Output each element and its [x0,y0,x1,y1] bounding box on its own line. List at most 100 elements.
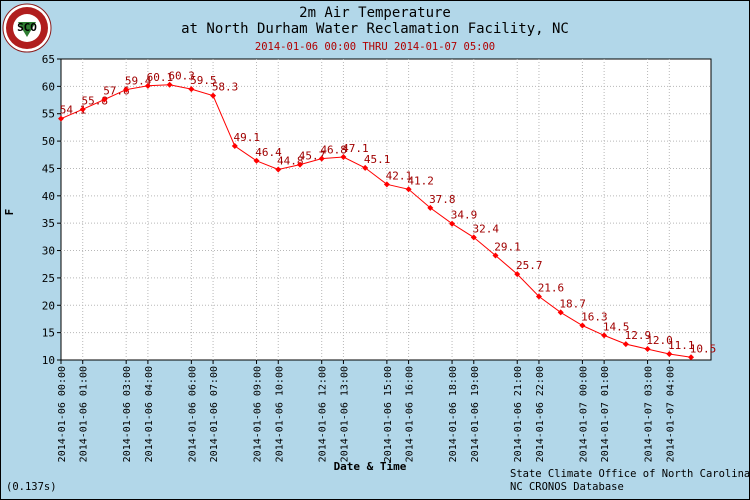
chart-subtitle: 2014-01-06 00:00 THRU 2014-01-07 05:00 [255,41,495,53]
y-axis: 10 15 20 25 30 35 40 45 50 55 60 65 [42,53,61,367]
data-label: 49.1 [234,131,261,144]
y-tick-label: 25 [42,272,55,285]
data-point [340,153,347,160]
x-tick-label: 2014-01-06 22:00 [535,366,546,462]
x-tick-label: 2014-01-06 18:00 [448,366,459,462]
y-tick-label: 10 [42,354,55,367]
data-point [79,106,86,113]
data-point [557,309,564,316]
data-point [666,350,673,357]
data-label: 46.4 [255,146,282,159]
data-label: 41.2 [407,174,434,187]
data-label: 45.7 [299,150,326,163]
data-point [383,181,390,188]
data-label: 57.6 [103,84,130,97]
data-label: 42.1 [386,169,413,182]
series-line [60,84,692,358]
data-point [492,252,499,259]
logo-text: SCO [17,21,37,34]
series-air-temperature: 54.155.857.659.460.160.359.558.3 49.1 46.4… [58,70,716,361]
y-tick-label: 15 [42,327,55,340]
data-label: 16.3 [581,311,608,324]
data-point [58,115,64,122]
data-label: 55.8 [81,94,108,107]
chart-title: 2m Air Temperature [299,5,451,21]
data-label: 11.1 [668,339,695,352]
data-label: 29.1 [494,240,521,253]
data-label: 21.6 [538,282,565,295]
x-axis: 2014-01-06 00:00 2014-01-06 01:00 2014-01-… [57,360,676,462]
data-label: 60.1 [147,71,174,84]
data-label: 46.8 [320,144,347,157]
grid-lines [61,59,711,360]
x-tick-label: 2014-01-06 13:00 [339,366,350,462]
data-point [101,96,108,103]
data-point [210,92,217,99]
x-tick-label: 2014-01-06 15:00 [383,366,394,462]
y-tick-label: 60 [42,80,55,93]
x-tick-label: 2014-01-07 04:00 [665,366,676,462]
data-point [231,143,238,150]
data-label: 18.7 [559,297,586,310]
data-label: 14.5 [603,320,630,333]
data-label: 32.4 [473,222,500,235]
data-point [318,155,325,162]
data-point [275,166,282,173]
data-label: 54.1 [60,104,87,117]
y-tick-label: 50 [42,135,55,148]
data-label: 12.0 [646,334,673,347]
x-tick-label: 2014-01-06 07:00 [209,366,220,462]
x-tick-label: 2014-01-06 01:00 [79,366,90,462]
data-label: 12.9 [625,329,652,342]
data-point [253,157,260,164]
data-point [579,322,586,329]
x-tick-label: 2014-01-06 19:00 [470,366,481,462]
data-label: 34.9 [451,209,478,222]
data-point [514,271,521,278]
data-label: 58.3 [212,81,239,94]
data-label: 45.1 [364,153,391,166]
x-tick-label: 2014-01-07 03:00 [644,366,655,462]
credit-line-1: State Climate Office of North Carolina [510,468,750,480]
x-tick-label: 2014-01-06 21:00 [513,366,524,462]
data-label: 59.4 [125,75,152,88]
x-tick-label: 2014-01-06 04:00 [144,366,155,462]
data-label: 44.8 [277,155,304,168]
data-label: 60.3 [168,70,195,83]
y-axis-label: F [3,209,16,216]
x-axis-label: Date & Time [334,460,407,473]
data-point [535,293,542,300]
logo-triangle-icon [18,22,36,37]
data-point [688,354,695,361]
y-tick-label: 35 [42,217,55,230]
data-label: 59.5 [190,74,217,87]
data-point [405,186,412,193]
x-tick-label: 2014-01-06 06:00 [187,366,198,462]
data-label: 37.8 [429,193,456,206]
x-tick-label: 2014-01-06 10:00 [274,366,285,462]
data-point [601,332,608,339]
data-label: 25.7 [516,259,543,272]
y-tick-label: 40 [42,190,55,203]
y-tick-label: 55 [42,108,55,121]
x-tick-label: 2014-01-06 12:00 [318,366,329,462]
y-tick-label: 65 [42,53,55,66]
data-point [166,81,173,88]
x-tick-label: 2014-01-06 09:00 [253,366,264,462]
data-point [144,82,151,89]
x-tick-label: 2014-01-07 00:00 [578,366,589,462]
data-point [362,164,369,171]
plot-area [60,58,712,361]
x-tick-label: 2014-01-06 16:00 [405,366,416,462]
data-point [427,204,434,211]
y-tick-label: 45 [42,162,55,175]
y-tick-label: 30 [42,245,55,258]
data-point [622,341,629,348]
data-label: 47.1 [342,142,369,155]
sco-logo: SCO [2,3,52,53]
data-point [470,234,477,241]
render-time: (0.137s) [6,481,57,493]
chart-title-line2: at North Durham Water Reclamation Facili… [181,21,569,37]
data-point [449,220,456,227]
